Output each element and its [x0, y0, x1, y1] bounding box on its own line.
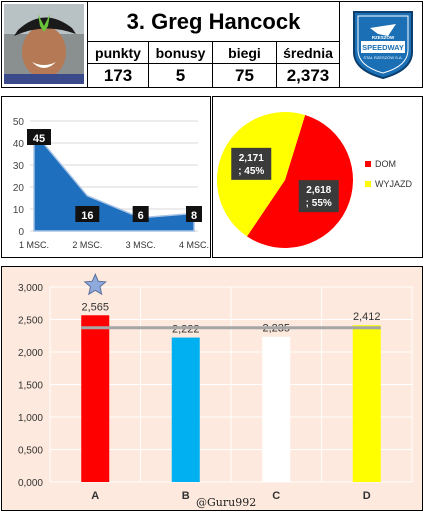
player-photo: [4, 4, 84, 84]
gate-average-bar-chart: 0,000 0,500 1,000 1,500 2,000 2,500 3,000 2,565…: [18, 273, 413, 502]
pie-data-label: 2,171: [239, 153, 264, 164]
x-tick-label: B: [182, 490, 190, 502]
stat-value-bonusy: 5: [149, 64, 213, 88]
data-label-box: [132, 206, 149, 222]
legend-label: DOM: [375, 159, 396, 169]
gate-average-chart-panel: 0,000 0,500 1,000 1,500 2,000 2,500 3,000 2,565…: [1, 266, 423, 511]
y-tick-label: 0: [18, 227, 24, 238]
x-tick-label: D: [363, 490, 371, 502]
y-tick-label: 2,500: [18, 316, 43, 327]
pie-data-label: ; 45%: [238, 166, 264, 177]
data-label: 16: [81, 210, 93, 222]
data-label-box: [27, 129, 51, 145]
pie-data-label: ; 55%: [306, 198, 332, 209]
data-label: 8: [191, 210, 197, 222]
bar-value-label: 2,565: [81, 301, 109, 313]
bar-a: [81, 315, 110, 482]
x-tick-label: 4 MSC.: [179, 240, 209, 250]
area-series: [33, 129, 195, 232]
stat-label-bonusy: bonusy: [149, 42, 213, 64]
y-tick-label: 20: [13, 183, 25, 194]
data-label-box: [186, 206, 202, 222]
x-tick-label: C: [272, 490, 280, 502]
pie-data-label: 2,618: [306, 185, 331, 196]
legend-swatch: [365, 181, 371, 187]
bar-c: [262, 336, 291, 482]
pie-label-box: [231, 147, 272, 180]
legend-swatch: [365, 161, 371, 167]
stat-value-punkty: 173: [87, 64, 149, 88]
home-away-chart-panel: 2,618 ; 55% 2,171 ; 45% DOM WYJAZD: [212, 96, 423, 258]
y-tick-label: 3,000: [18, 283, 43, 294]
stat-label-punkty: punkty: [87, 42, 149, 64]
stat-label-biegi: biegi: [213, 42, 277, 64]
bar-value-label: 2,412: [353, 311, 381, 323]
y-tick-label: 1,000: [18, 413, 43, 424]
player-name: 3. Greg Hancock: [87, 2, 340, 42]
y-tick-label: 0,000: [18, 478, 43, 489]
x-tick-label: A: [91, 490, 99, 502]
stat-value-biegi: 75: [213, 64, 277, 88]
legend-label: WYJAZD: [375, 179, 412, 189]
x-tick-label: 2 MSC.: [72, 240, 102, 250]
y-tick-label: 1,500: [18, 381, 43, 392]
y-tick-label: 2,000: [18, 348, 43, 359]
y-tick-label: 30: [13, 161, 25, 172]
x-tick-label: 1 MSC.: [19, 240, 49, 250]
y-tick-label: 0,500: [18, 446, 43, 457]
stat-value-srednia: 2,373: [277, 64, 340, 88]
placement-area-chart: 0 10 20 30 40 50 45 16 6 8 1 MSC. 2 MSC. 3 MSC. 4 MSC…: [13, 117, 209, 250]
data-label-box: [75, 206, 100, 222]
y-tick-label: 50: [13, 117, 25, 128]
x-tick-label: 3 MSC.: [126, 240, 156, 250]
star-icon: [83, 273, 107, 296]
home-away-pie-chart: 2,618 ; 55% 2,171 ; 45% DOM WYJAZD: [216, 111, 412, 249]
team-logo: RZESZÓW SPEEDWAY STAL RZESZÓW S.A.: [348, 8, 418, 80]
data-label: 45: [33, 133, 45, 145]
stat-label-srednia: średnia: [277, 42, 340, 64]
y-tick-label: 40: [13, 139, 25, 150]
player-header: 3. Greg Hancock punkty bonusy biegi śred…: [1, 1, 423, 88]
logo-bottom-text: STAL RZESZÓW S.A.: [363, 55, 402, 60]
author-credit: @Guru992: [196, 496, 257, 509]
data-label: 6: [138, 210, 144, 222]
y-tick-label: 10: [13, 205, 25, 216]
logo-top-text: RZESZÓW: [372, 33, 395, 40]
bar-value-label: 2,222: [172, 324, 200, 336]
bar-b: [171, 337, 200, 482]
logo-main-text: SPEEDWAY: [362, 43, 404, 52]
pie-label-box: [298, 180, 339, 213]
placement-chart-panel: 0 10 20 30 40 50 45 16 6 8 1 MSC. 2 MSC. 3 MSC. 4 MSC…: [1, 96, 211, 258]
bar-d: [352, 325, 381, 482]
player-photo-image: [4, 4, 84, 84]
